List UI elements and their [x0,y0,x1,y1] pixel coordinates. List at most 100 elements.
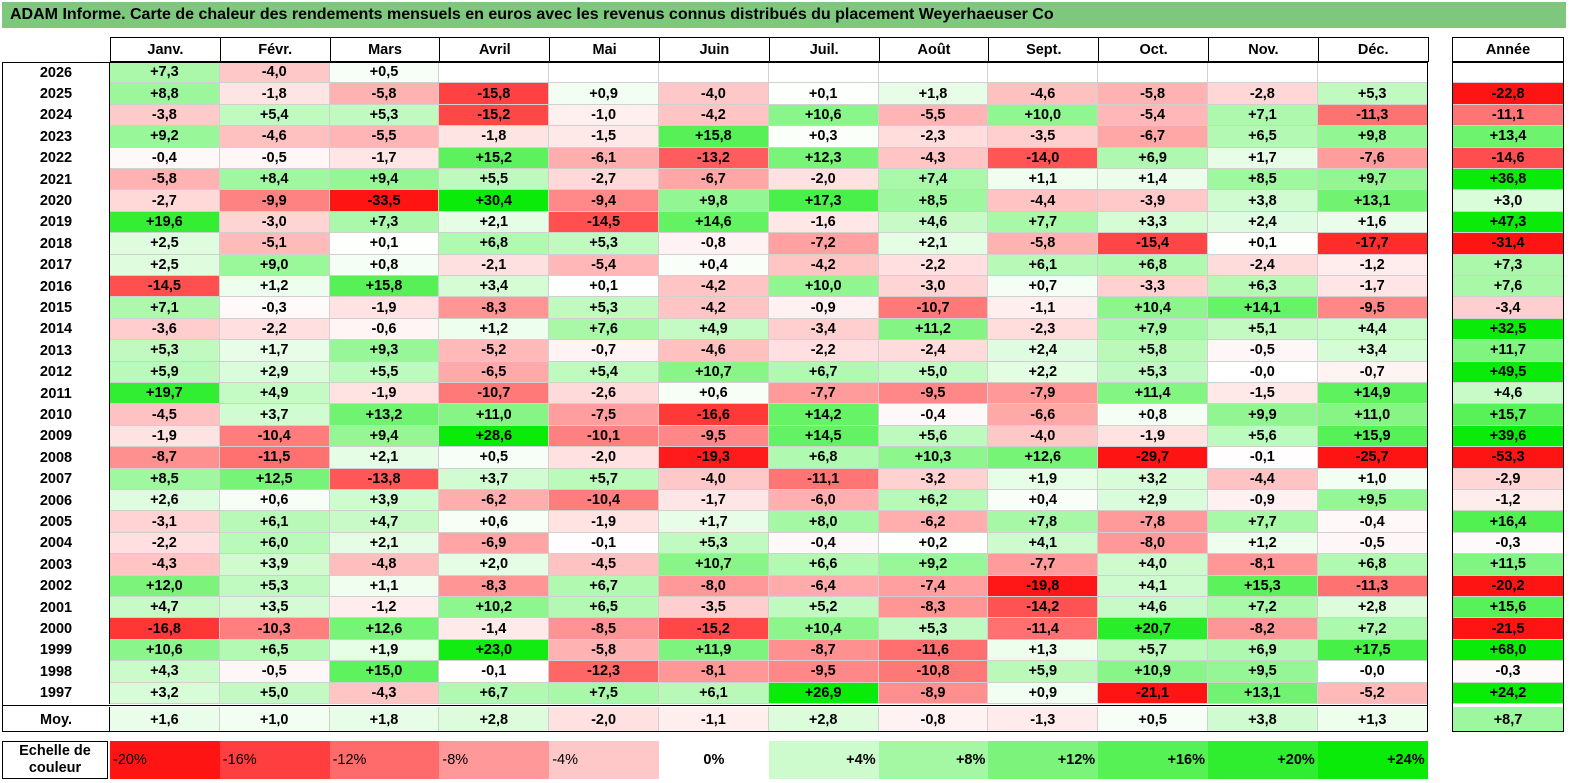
heatmap-cell: -6,7 [1098,126,1208,148]
annual-cell: +49,5 [1452,361,1564,383]
heatmap-cell: +4,7 [110,597,220,619]
heatmap-cell: -8,3 [439,297,550,319]
heatmap-cell: +9,2 [878,554,989,576]
heatmap-cell: -5,8 [1098,83,1208,105]
year-label: 2025 [2,83,110,105]
heatmap-cell: -0,4 [1317,511,1428,533]
heatmap-cell: -14,2 [988,597,1099,619]
average-cell: -1,1 [659,707,769,732]
heatmap-cell [878,62,989,84]
heatmap-cell: -3,9 [1098,190,1208,212]
heatmap-cell: +4,1 [1098,575,1208,597]
heatmap-cell: +11,0 [1317,404,1428,426]
heatmap-cell [1208,62,1318,84]
heatmap-cell: -4,0 [219,62,330,84]
year-label: 2012 [2,361,110,383]
heatmap-cell: -15,2 [439,104,550,127]
heatmap-cell: -6,2 [878,511,989,533]
heatmap-cell: -1,8 [219,83,330,105]
heatmap-cell: -10,4 [549,490,659,512]
heatmap-cell: +7,2 [1208,597,1318,619]
heatmap-cell: -8,0 [1098,532,1208,555]
heatmap-cell: -11,3 [1317,575,1428,597]
heatmap-cell: +12,6 [329,618,440,640]
heatmap-cell: -3,4 [768,318,879,341]
heatmap-cell: -6,9 [439,532,550,555]
heatmap-cell: +7,3 [110,62,220,84]
heatmap-cell: -9,9 [219,190,330,212]
heatmap-cell: +10,6 [768,104,879,127]
heatmap-cell: +0,2 [878,532,989,555]
heatmap-cell: +0,8 [1098,404,1208,426]
heatmap-cell: -15,2 [659,618,769,640]
heatmap-cell: +12,6 [988,447,1099,469]
heatmap-cell: +6,5 [219,639,330,662]
heatmap-cell: +19,7 [110,383,220,405]
heatmap-cell: +4,6 [1098,597,1208,619]
heatmap-cell: -14,0 [988,147,1099,169]
annual-cell: +24,2 [1452,682,1564,704]
heatmap-cell: +7,3 [329,211,440,234]
heatmap-cell: +13,1 [1317,190,1428,212]
heatmap-cell: -1,0 [549,104,659,127]
heatmap-cell: +7,2 [1317,618,1428,640]
heatmap-cell: +13,1 [1208,682,1318,704]
heatmap-cell: -7,5 [549,404,659,426]
heatmap-cell: +2,2 [988,361,1099,383]
year-label: 2021 [2,169,110,191]
heatmap-cell: -4,3 [878,147,989,169]
heatmap-cell: +30,4 [439,190,550,212]
scale-swatch: 0% [659,741,769,779]
heatmap-cell: -10,7 [439,383,550,405]
heatmap-cell [768,62,879,84]
heatmap-cell: -2,2 [878,254,989,276]
heatmap-cell: -0,5 [1208,340,1318,362]
average-separator [2,705,1428,706]
heatmap-cell: +0,9 [549,83,659,105]
heatmap-cell: +23,0 [439,639,550,662]
heatmap-cell: -1,8 [439,126,550,148]
heatmap-cell: -3,0 [878,276,989,298]
heatmap-cell: +0,6 [439,511,550,533]
heatmap-cell: -2,7 [110,190,220,212]
heatmap-cell: +6,0 [219,532,330,555]
heatmap-cell: +8,5 [1208,169,1318,191]
heatmap-cell: +7,1 [1208,104,1318,127]
heatmap-cell: +5,5 [329,361,440,383]
heatmap-cell: +15,3 [1208,575,1318,597]
annual-cell: +39,6 [1452,425,1564,448]
heatmap-cell: +5,3 [219,575,330,597]
heatmap-cell: +4,0 [1098,554,1208,576]
heatmap-cell: -8,9 [878,682,989,704]
heatmap-cell: -0,4 [768,532,879,555]
heatmap-cell: -2,2 [768,340,879,362]
annual-cell: -11,1 [1452,104,1564,127]
heatmap-cell: -8,7 [768,639,879,662]
heatmap-cell: +15,9 [1317,425,1428,448]
heatmap-cell: +5,3 [659,532,769,555]
heatmap-cell: -16,8 [110,618,220,640]
heatmap-cell: +15,2 [439,147,550,169]
year-label: 2022 [2,147,110,169]
heatmap-cell: +2,1 [329,532,440,555]
heatmap-cell: +5,7 [549,468,659,490]
heatmap-cell: -4,4 [1208,468,1318,490]
heatmap-cell: +0,5 [329,62,440,84]
year-label: 2020 [2,190,110,212]
heatmap-cell: +4,6 [878,211,989,234]
annual-cell: -0,3 [1452,661,1564,683]
heatmap-cell: -2,8 [1208,83,1318,105]
heatmap-cell: -4,2 [659,297,769,319]
heatmap-cell: +12,3 [768,147,879,169]
month-header: Juin [659,37,770,62]
month-header: Mars [329,37,441,62]
year-label: 2015 [2,297,110,319]
heatmap-cell: +2,1 [439,211,550,234]
average-cell: +2,8 [439,707,550,732]
heatmap-cell: +7,1 [110,297,220,319]
annual-cell: -0,3 [1452,532,1564,555]
heatmap-cell: +4,7 [329,511,440,533]
heatmap-cell: -2,0 [768,169,879,191]
heatmap-cell [439,62,550,84]
heatmap-cell: -10,7 [878,297,989,319]
